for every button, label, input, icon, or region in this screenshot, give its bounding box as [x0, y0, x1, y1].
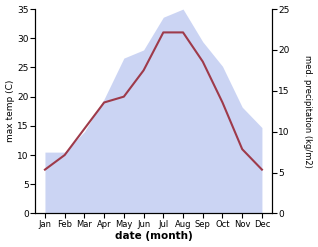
Y-axis label: med. precipitation (kg/m2): med. precipitation (kg/m2)	[303, 55, 313, 168]
X-axis label: date (month): date (month)	[114, 231, 192, 242]
Y-axis label: max temp (C): max temp (C)	[5, 80, 15, 143]
